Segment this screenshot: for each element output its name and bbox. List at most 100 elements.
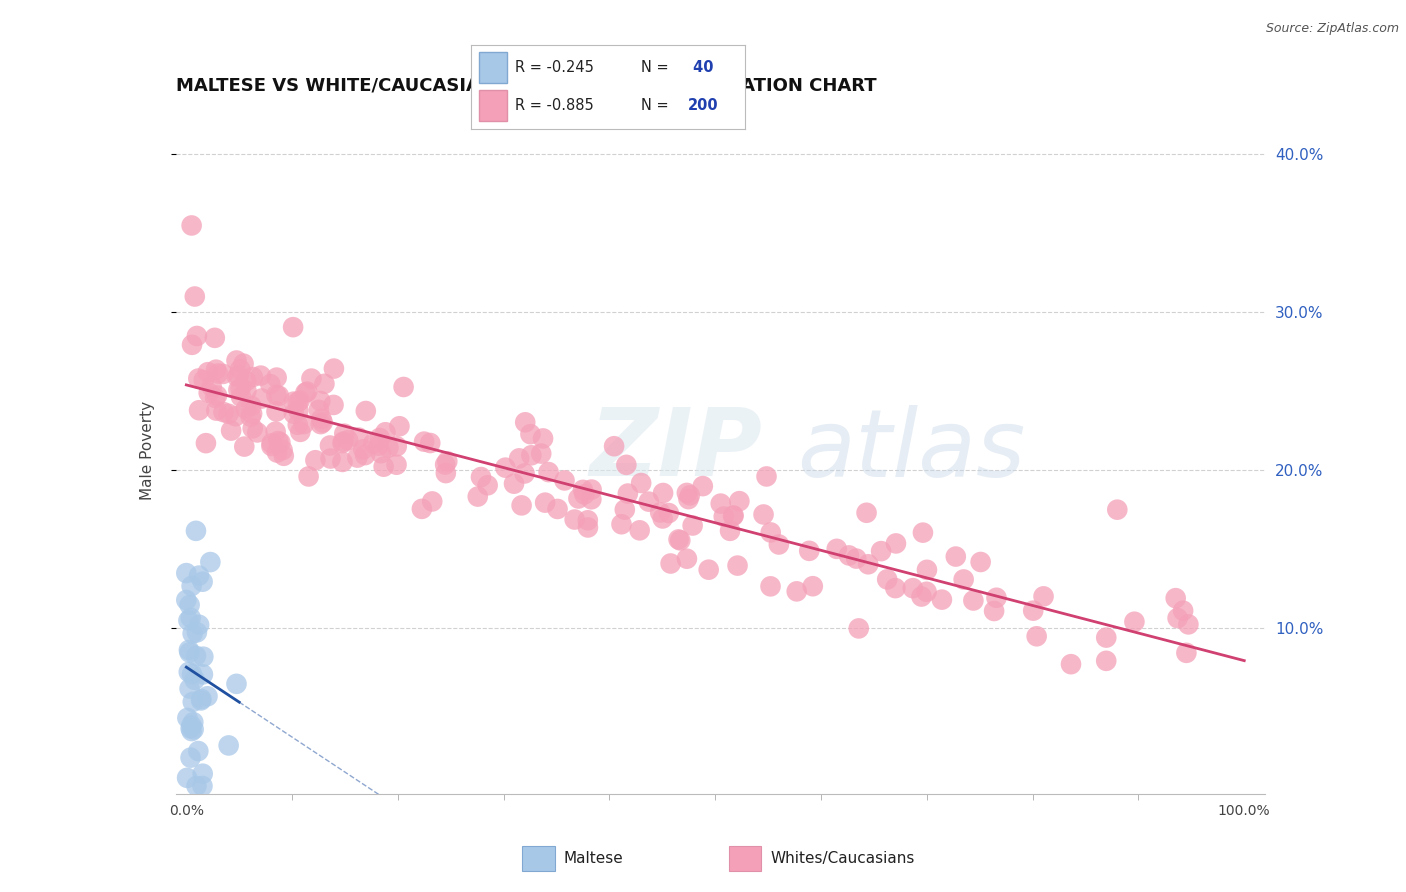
Point [322,361,344,376]
Point [503,476,526,491]
Point [260,439,283,453]
Point [283,394,305,409]
Point [246,425,269,440]
Point [436,454,458,468]
Point [697,563,720,577]
Point [515,415,537,429]
Point [193,373,215,387]
Point [1022,604,1045,618]
Point [752,508,775,522]
Point [652,486,675,500]
Point [679,488,702,502]
Point [287,417,309,432]
Point [354,448,377,462]
Point [838,549,860,563]
Point [212,405,235,419]
Point [911,525,934,540]
Point [225,353,247,368]
Point [983,604,1005,618]
Point [581,492,603,507]
Point [308,402,330,417]
Point [187,744,209,758]
Point [204,331,226,345]
Point [180,722,202,736]
Point [610,517,633,532]
Point [668,533,690,547]
Point [676,551,699,566]
Point [801,579,824,593]
Point [962,593,984,607]
Point [508,451,530,466]
Point [354,404,377,418]
Point [628,524,651,538]
Point [530,447,553,461]
Point [825,541,848,556]
Point [314,376,336,391]
Bar [479,53,506,83]
Point [184,524,207,538]
Point [659,557,682,571]
Point [710,497,733,511]
Point [191,574,214,589]
Point [186,779,208,793]
Point [181,338,204,352]
Bar [522,847,554,871]
Point [186,329,208,343]
Point [228,368,250,383]
Point [434,458,457,472]
Point [225,409,247,424]
Point [266,445,288,459]
Point [267,389,290,403]
Point [572,483,595,497]
Point [235,402,257,417]
Point [901,581,924,595]
Bar [479,90,506,120]
Point [727,558,749,573]
Point [510,499,533,513]
Point [311,412,333,426]
Point [603,439,626,453]
Point [1107,502,1129,516]
Point [181,667,204,681]
Point [219,424,242,438]
Point [229,362,252,376]
Point [269,435,291,450]
Point [576,520,599,534]
Point [266,370,288,384]
Text: Maltese: Maltese [564,851,623,866]
Point [361,436,384,450]
Point [218,407,240,421]
Point [197,690,219,704]
Text: MALTESE VS WHITE/CAUCASIAN MALE POVERTY CORRELATION CHART: MALTESE VS WHITE/CAUCASIAN MALE POVERTY … [176,77,876,95]
Point [337,433,360,447]
Point [574,487,596,501]
Point [884,536,907,550]
Point [367,439,389,453]
Point [613,502,636,516]
Point [419,436,441,450]
Point [194,436,217,450]
Point [669,533,692,548]
Point [333,426,356,441]
Point [759,579,782,593]
Point [181,695,204,709]
Point [1177,617,1199,632]
Point [477,478,499,492]
Point [347,431,370,445]
Point [373,459,395,474]
Point [420,494,443,508]
Point [332,455,354,469]
Point [1095,654,1118,668]
Point [283,407,305,421]
Bar [728,847,762,871]
Point [434,466,457,480]
Point [242,370,264,384]
Point [188,403,211,417]
Point [267,434,290,448]
Point [969,555,991,569]
Point [191,779,214,793]
Point [1032,590,1054,604]
Point [242,421,264,435]
Text: R = -0.245: R = -0.245 [515,60,593,75]
Point [1167,611,1189,625]
